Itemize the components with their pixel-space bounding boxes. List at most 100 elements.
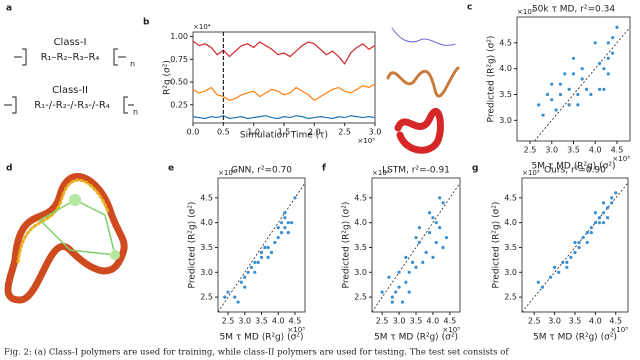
molecule-images xyxy=(4,27,460,304)
point xyxy=(414,235,418,240)
x-tick-label: 4.0 xyxy=(589,146,602,155)
x-tick-label: 2.5 xyxy=(528,317,541,326)
x-multiplier: ×10³ xyxy=(442,326,460,334)
y-multiplier: ×10³ xyxy=(372,169,390,177)
y-axis-label: Predicted ⟨R²g⟩ (σ²) xyxy=(487,36,497,123)
x-tick-label: 3.5 xyxy=(567,146,580,155)
point xyxy=(580,67,584,71)
point xyxy=(601,211,606,215)
point xyxy=(407,270,411,274)
x-multiplier: ×10³ xyxy=(287,326,305,334)
y-tick-label: 3.5 xyxy=(354,243,367,252)
chart-title: LSTM, r²=-0.91 xyxy=(382,166,450,176)
panel-label: c xyxy=(467,3,472,13)
x-multiplier: ×10⁵ xyxy=(357,137,375,145)
point xyxy=(606,206,610,210)
subscript: n xyxy=(133,108,138,117)
point xyxy=(611,51,615,55)
point xyxy=(569,255,573,260)
x-multiplier: ×10³ xyxy=(610,326,628,334)
plot-frame xyxy=(192,31,376,124)
point xyxy=(567,103,571,107)
point xyxy=(239,280,244,284)
y-multiplier: ×10³ xyxy=(522,169,540,177)
x-axis-label: 5M τ MD ⟨R²g⟩ (σ²) xyxy=(374,333,458,343)
point xyxy=(427,211,432,215)
point xyxy=(269,250,274,255)
point xyxy=(417,240,421,245)
point xyxy=(536,280,540,284)
point xyxy=(266,245,270,250)
x-axis-label: Simulation Time (τ) xyxy=(240,131,328,141)
x-tick-label: 4.5 xyxy=(443,317,456,326)
panel-label: b xyxy=(143,18,150,28)
point xyxy=(259,255,264,260)
point xyxy=(253,260,257,264)
point xyxy=(404,280,408,284)
point xyxy=(545,92,550,97)
point xyxy=(431,255,435,260)
point xyxy=(573,250,577,255)
point xyxy=(266,255,270,260)
diagonal xyxy=(217,182,306,313)
point xyxy=(246,270,250,274)
point xyxy=(438,226,442,230)
point xyxy=(558,92,563,97)
point xyxy=(407,290,411,294)
y-tick-label: 0.75 xyxy=(170,55,188,64)
class-title: Class-I xyxy=(54,37,87,48)
point xyxy=(606,56,610,60)
y-tick-label: 3.0 xyxy=(499,116,512,125)
point xyxy=(606,72,610,76)
point xyxy=(606,41,610,45)
y-tick-label: 3.0 xyxy=(504,268,517,277)
point xyxy=(593,211,597,215)
point xyxy=(290,221,294,225)
point xyxy=(390,295,394,299)
point xyxy=(276,226,280,230)
point xyxy=(537,103,541,107)
point xyxy=(610,196,614,200)
point xyxy=(589,230,593,235)
point xyxy=(279,221,284,225)
y-tick-label: 4.5 xyxy=(504,193,517,202)
point xyxy=(576,103,580,107)
y-axis-label: Predicted ⟨R²g⟩ (σ²) xyxy=(492,202,502,289)
point xyxy=(283,211,287,215)
point xyxy=(597,216,602,220)
x-tick-label: 4.0 xyxy=(427,317,440,326)
y-tick-label: 3.5 xyxy=(200,243,213,252)
point xyxy=(577,240,581,245)
line-series xyxy=(192,83,376,101)
x-tick-label: 3.0 xyxy=(369,128,382,137)
point xyxy=(565,265,569,269)
panel-label: e xyxy=(168,164,174,174)
x-tick-label: 2.0 xyxy=(308,128,321,137)
point xyxy=(550,82,554,86)
x-tick-label: 2.5 xyxy=(376,317,389,326)
x-tick-label: 0.5 xyxy=(217,128,230,137)
panel-label: a xyxy=(6,4,12,14)
x-axis-label: 5M τ MD ⟨R²g⟩ (σ²) xyxy=(532,162,616,172)
y-tick-label: 2.5 xyxy=(200,293,213,302)
point xyxy=(593,221,597,225)
chart-title: Ours, r²=0.90 xyxy=(544,166,606,176)
point xyxy=(394,290,398,294)
point xyxy=(581,235,585,240)
point xyxy=(431,216,435,220)
y-tick-label: 2.5 xyxy=(504,293,517,302)
y-multiplier: ×10³ xyxy=(218,169,236,177)
point xyxy=(601,201,606,205)
point xyxy=(380,290,384,294)
point xyxy=(573,240,577,245)
point xyxy=(279,230,284,235)
x-tick-label: 4.5 xyxy=(611,146,624,155)
point xyxy=(404,255,408,260)
point xyxy=(441,201,445,205)
point xyxy=(584,87,589,91)
y-tick-label: 4.0 xyxy=(200,218,213,227)
point xyxy=(286,230,290,235)
y-axis-label: Predicted ⟨R²g⟩ (σ²) xyxy=(188,202,198,289)
point xyxy=(414,265,418,269)
